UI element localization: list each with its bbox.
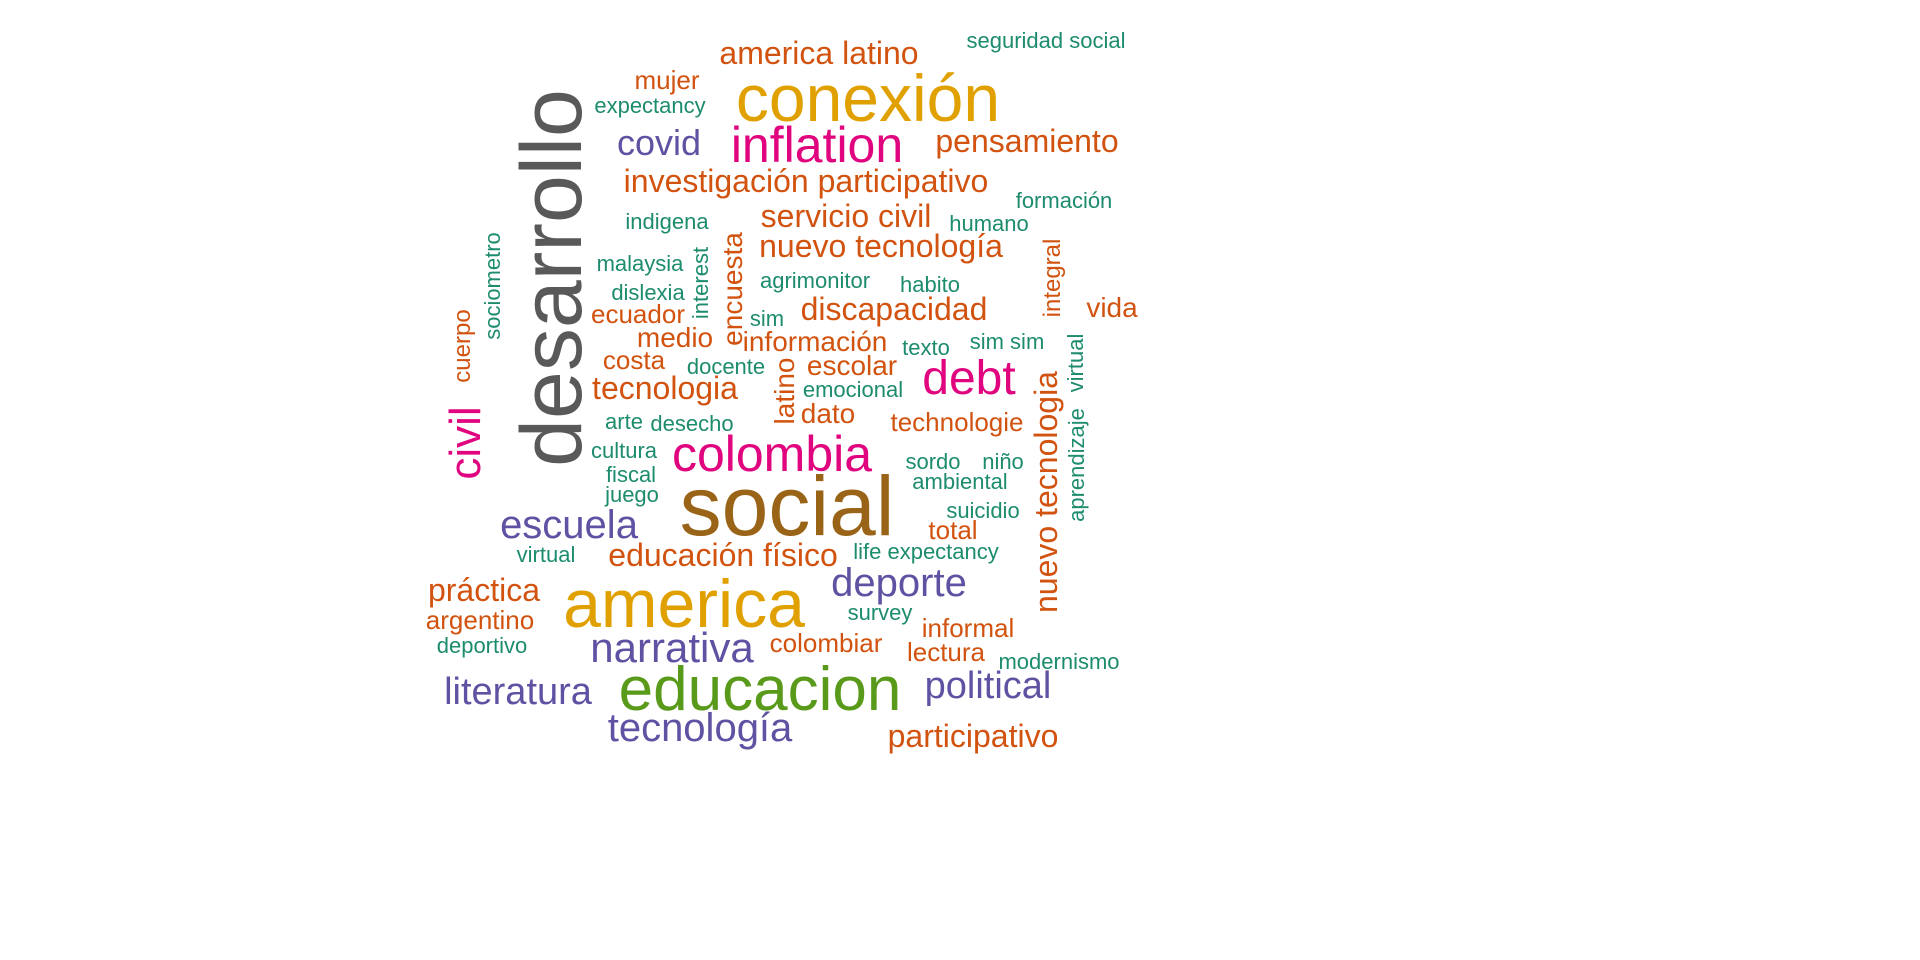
- word-narrativa: narrativa: [590, 624, 754, 671]
- word-mujer: mujer: [634, 65, 700, 95]
- word-indigena: indigena: [625, 209, 709, 234]
- word-fiscal: fiscal: [605, 462, 657, 487]
- word-agrimonitor: agrimonitor: [759, 268, 871, 293]
- word-escuela: escuela: [500, 503, 638, 547]
- word-colombia: colombia: [671, 426, 873, 482]
- word-práctica: práctica: [427, 572, 541, 608]
- word-political: political: [924, 665, 1052, 707]
- word-interest: interest: [688, 246, 713, 320]
- word-technologie: technologie: [890, 407, 1024, 437]
- word-vida: vida: [1086, 292, 1138, 323]
- word-discapacidad: discapacidad: [800, 291, 988, 327]
- word-seguridad-social: seguridad social: [966, 28, 1126, 53]
- word-docente: docente: [686, 354, 766, 379]
- word-informal: informal: [921, 613, 1015, 643]
- word-nuevo-tecnologia: nuevo tecnologia: [1028, 371, 1064, 613]
- word-aprendizaje: aprendizaje: [1064, 408, 1089, 522]
- word-tecnologia: tecnologia: [592, 370, 738, 406]
- word-formación: formación: [1015, 188, 1113, 213]
- word-colombiar: colombiar: [769, 628, 883, 658]
- word-lectura: lectura: [906, 637, 986, 667]
- word-pensamiento: pensamiento: [935, 123, 1119, 159]
- word-sociometro: sociometro: [480, 232, 505, 340]
- word-covid: covid: [616, 122, 702, 163]
- word-civil: civil: [441, 406, 490, 480]
- word-educación-físico: educación físico: [608, 537, 838, 573]
- word-virtual: virtual: [516, 542, 576, 567]
- word-dislexia: dislexia: [611, 280, 685, 305]
- word-integral: integral: [1039, 238, 1066, 318]
- word-cuerpo: cuerpo: [449, 309, 476, 383]
- word-suicidio: suicidio: [946, 498, 1020, 523]
- word-cultura: cultura: [590, 438, 658, 463]
- word-argentino: argentino: [425, 605, 535, 635]
- word-debt: debt: [922, 352, 1016, 405]
- word-niño: niño: [982, 449, 1024, 474]
- word-sordo: sordo: [905, 449, 961, 474]
- word-expectancy: expectancy: [594, 93, 706, 118]
- word-investigación-participativo: investigación participativo: [623, 163, 989, 199]
- word-costa: costa: [602, 345, 666, 375]
- word-educacion: educacion: [618, 655, 902, 724]
- word-desarrollo: desarrollo: [504, 89, 600, 467]
- word-juego: juego: [605, 482, 659, 507]
- word-nuevo-tecnología: nuevo tecnología: [759, 228, 1003, 264]
- word-deportivo: deportivo: [436, 633, 528, 658]
- word-latino: latino: [769, 357, 800, 425]
- word-dato: dato: [800, 398, 856, 429]
- word-america: america: [563, 566, 805, 642]
- word-habito: habito: [900, 272, 960, 297]
- word-participativo: participativo: [887, 718, 1059, 754]
- word-medio: medio: [636, 322, 714, 353]
- word-social: social: [679, 459, 895, 553]
- word-ambiental: ambiental: [912, 469, 1008, 494]
- word-emocional: emocional: [802, 377, 904, 402]
- word-desecho: desecho: [650, 411, 734, 436]
- word-ecuador: ecuador: [591, 299, 685, 329]
- word-sim-sim: sim sim: [969, 329, 1045, 354]
- word-humano: humano: [949, 211, 1029, 236]
- word-virtual: virtual: [1063, 333, 1088, 393]
- word-escolar: escolar: [806, 350, 898, 381]
- word-america-latino: america latino: [719, 35, 919, 71]
- word-conexión: conexión: [735, 61, 1001, 135]
- word-survey: survey: [847, 600, 913, 625]
- word-total: total: [928, 515, 978, 545]
- word-life-expectancy: life expectancy: [853, 539, 999, 564]
- word-inflation: inflation: [730, 117, 904, 173]
- word-texto: texto: [902, 335, 950, 360]
- word-servicio-civil: servicio civil: [760, 198, 932, 234]
- word-deporte: deporte: [831, 561, 967, 605]
- word-información: información: [742, 326, 888, 357]
- word-tecnología: tecnología: [607, 706, 793, 750]
- word-arte: arte: [605, 409, 643, 434]
- word-sim: sim: [749, 306, 785, 331]
- word-modernismo: modernismo: [998, 649, 1120, 674]
- word-malaysia: malaysia: [596, 251, 684, 276]
- word-literatura: literatura: [444, 671, 592, 713]
